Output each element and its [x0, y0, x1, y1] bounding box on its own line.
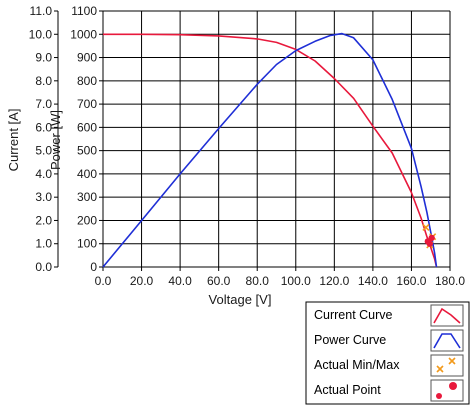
minmax-marker — [422, 223, 430, 232]
x-tick-label: 40.0 — [168, 274, 192, 288]
legend-actual-point-icon-b — [449, 382, 457, 390]
y-tick-label-power: 800 — [77, 74, 97, 88]
y-tick-label-current: 10.0 — [29, 27, 53, 41]
legend-swatch-actual-point — [430, 379, 464, 402]
legend-current-icon — [433, 307, 461, 324]
x-tick-label: 80.0 — [246, 274, 270, 288]
y-axis-title-power: Power [W] — [48, 110, 63, 170]
legend-power-icon — [433, 333, 461, 349]
x-tick-label: 100.0 — [281, 274, 311, 288]
legend-label-minmax: Actual Min/Max — [314, 358, 400, 372]
actual-point-marker — [426, 240, 433, 247]
y-tick-label-power: 700 — [77, 97, 97, 111]
legend-label-current: Current Curve — [314, 308, 393, 322]
y-tick-label-power: 0 — [90, 260, 97, 274]
legend-minmax-icon — [436, 357, 456, 373]
y-tick-label-power: 1000 — [70, 27, 97, 41]
y-tick-label-current: 0.0 — [35, 260, 52, 274]
y-tick-label-power: 1100 — [71, 4, 97, 18]
plot-area — [103, 11, 450, 267]
grid — [102, 10, 451, 268]
legend-swatch-current — [430, 304, 464, 327]
x-tick-label: 180.0 — [435, 274, 465, 288]
y-tick-label-current: 4.0 — [35, 167, 52, 181]
plot-series — [102, 32, 438, 268]
y-tick-label-current: 1.0 — [35, 237, 52, 251]
legend-actual-point-icon-a — [436, 393, 442, 399]
x-tick-label: 120.0 — [319, 274, 349, 288]
y-tick-label-power: 600 — [77, 120, 97, 134]
x-tick-label: 60.0 — [207, 274, 231, 288]
y-tick-label-current: 7.0 — [35, 97, 52, 111]
legend-label-power: Power Curve — [314, 333, 386, 347]
legend-swatch-minmax — [430, 354, 464, 377]
x-tick-label: 20.0 — [130, 274, 154, 288]
x-tick-label: 140.0 — [358, 274, 388, 288]
y-tick-label-current: 2.0 — [35, 213, 52, 227]
y-tick-label-power: 400 — [77, 167, 97, 181]
y-tick-label-power: 100 — [77, 237, 97, 251]
y-tick-label-current: 11.0 — [30, 4, 53, 18]
y-tick-label-power: 200 — [77, 213, 97, 227]
y-tick-label-power: 300 — [77, 190, 97, 204]
legend-label-actual-point: Actual Point — [314, 383, 381, 397]
legend: Current Curve Power Curve Actual Min/Max… — [305, 301, 470, 405]
actual-point-marker — [428, 234, 435, 242]
x-tick-label: 0.0 — [95, 274, 112, 288]
y-tick-label-power: 900 — [77, 51, 97, 65]
y-tick-label-power: 500 — [77, 144, 97, 158]
y-tick-label-current: 5.0 — [35, 144, 52, 158]
x-tick-label: 160.0 — [396, 274, 426, 288]
axes: 0.0 20.0 40.0 60.0 80.0 100.0 120.0 140.0 160.0 1… — [29, 4, 466, 288]
y-tick-label-current: 9.0 — [35, 51, 52, 65]
y-tick-label-current: 3.0 — [35, 190, 52, 204]
series-line-1 — [102, 32, 438, 268]
y-axis-title-current: Current [A] — [6, 109, 21, 172]
x-axis-title: Voltage [V] — [209, 292, 272, 307]
legend-swatch-power — [430, 329, 464, 352]
y-tick-label-current: 6.0 — [35, 120, 52, 134]
y-tick-label-current: 8.0 — [35, 74, 52, 88]
